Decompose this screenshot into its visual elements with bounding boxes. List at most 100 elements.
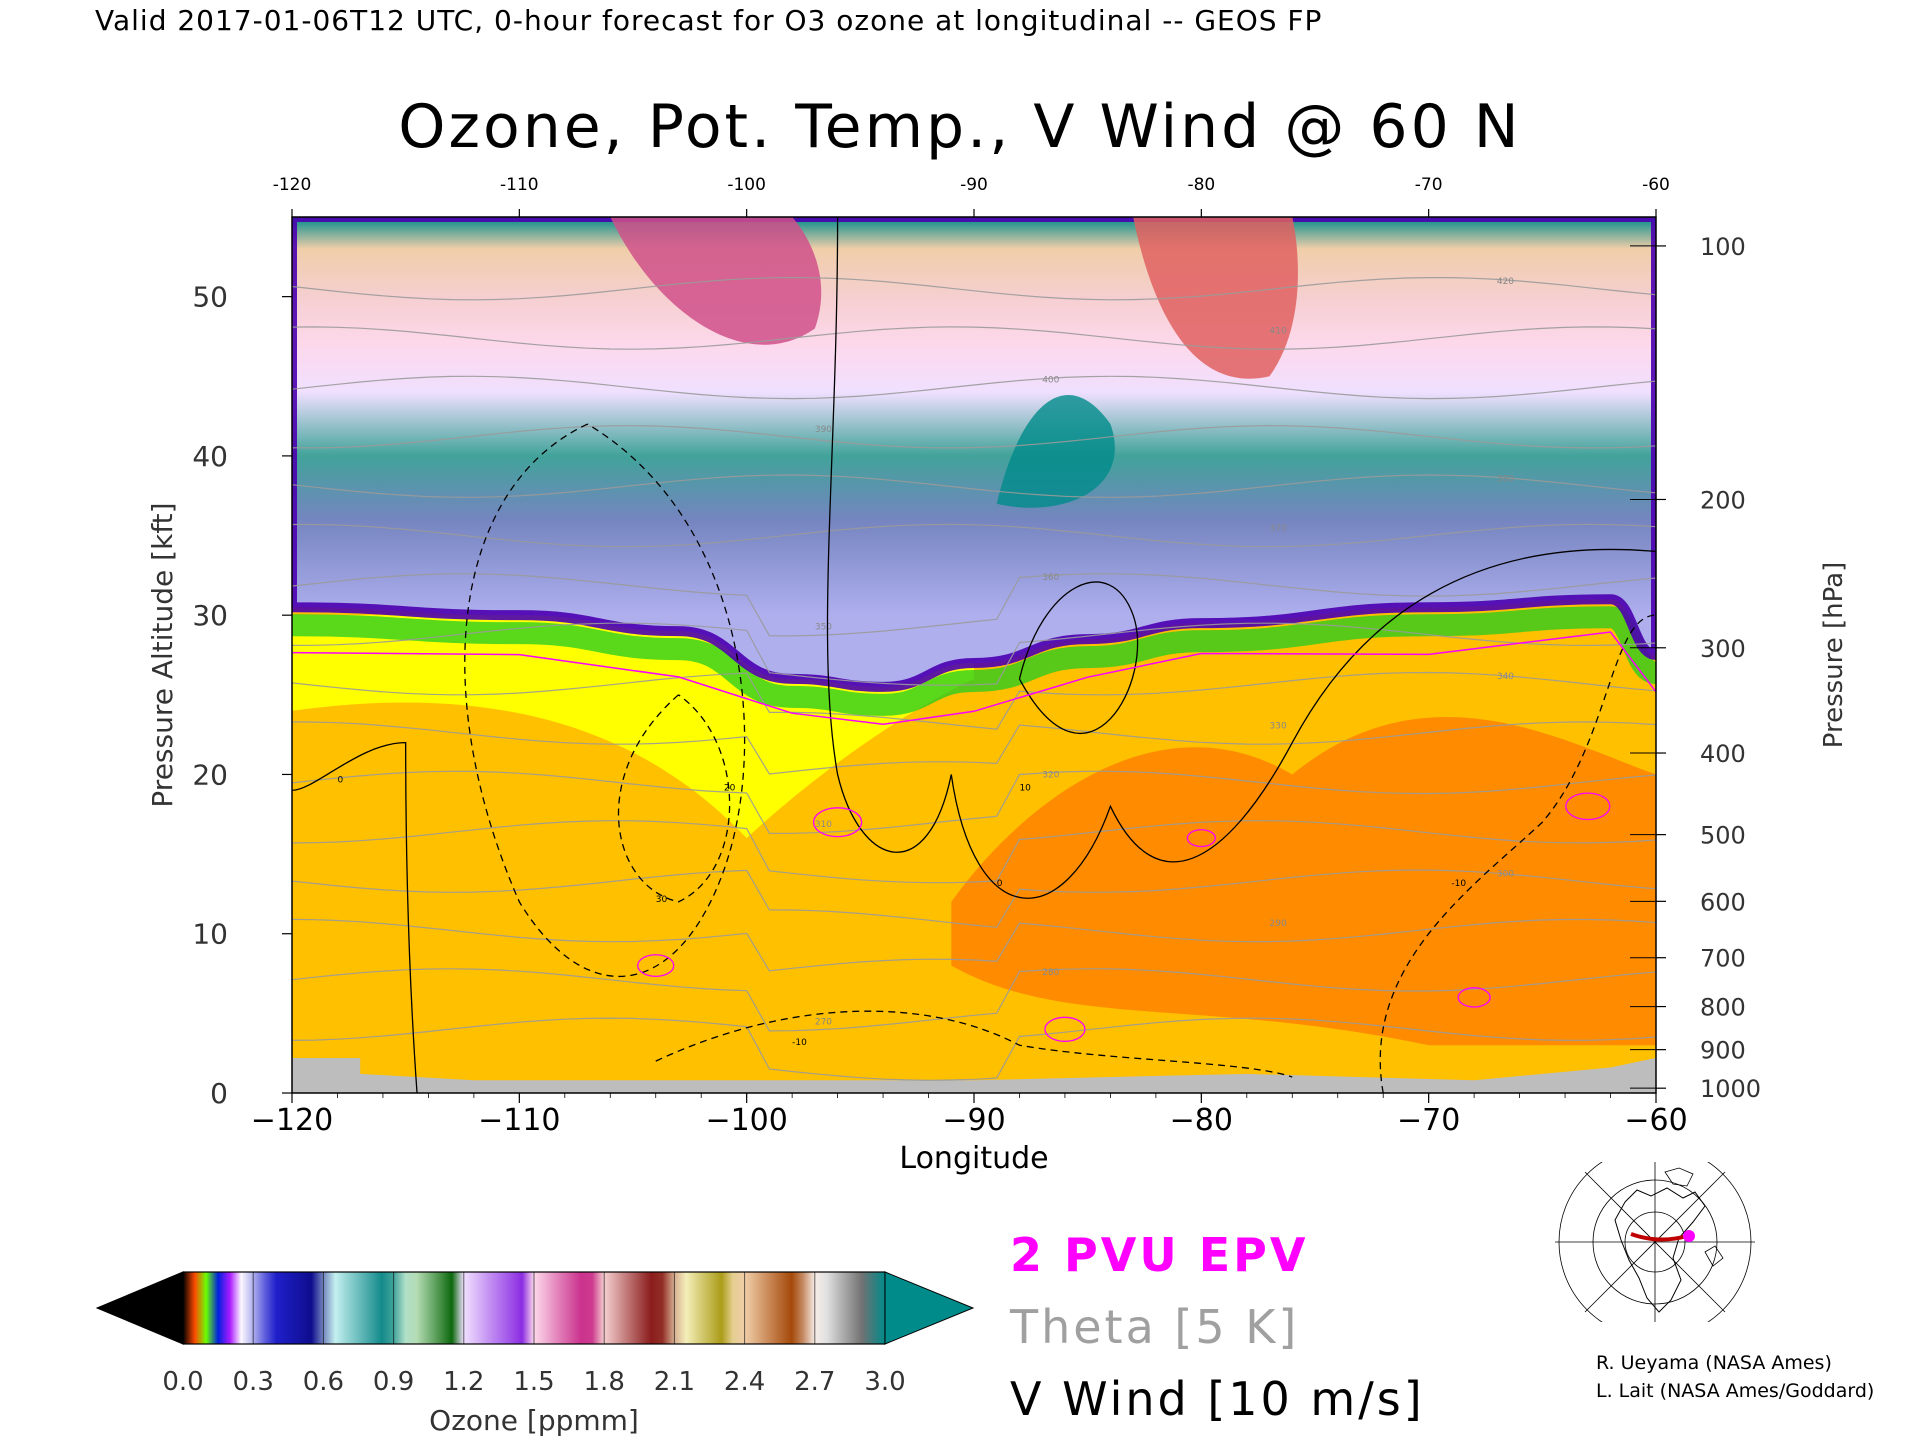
pressure-tick-label: 200 — [1700, 486, 1746, 514]
theta-contour-label: 280 — [1042, 968, 1059, 978]
top-tick-label: -90 — [960, 175, 988, 195]
terrain — [292, 1057, 1656, 1093]
legend-wind-label: V Wind [10 m/s] — [1010, 1372, 1425, 1426]
tropopause-green-ribbon — [292, 606, 1656, 716]
x-tick-label: −120 — [251, 1103, 333, 1138]
theta-contour-label: 300 — [1497, 869, 1514, 879]
locator-map — [1555, 1162, 1755, 1322]
x-tick-label: −100 — [705, 1103, 787, 1138]
teal-intrusion — [996, 395, 1115, 508]
colorbar-tick-label: 2.4 — [724, 1367, 765, 1397]
colorbar-tick-label: 0.3 — [233, 1367, 274, 1397]
x-tick-label: −70 — [1397, 1103, 1460, 1138]
top-tick-label: -100 — [727, 175, 766, 195]
pressure-tick-label: 900 — [1700, 1037, 1746, 1065]
theta-contour — [292, 770, 1656, 834]
colorbar-tick-label: 1.8 — [584, 1367, 625, 1397]
theta-contour-label: 350 — [815, 623, 832, 633]
epv-blob — [1044, 1016, 1086, 1042]
y-tick-label: 20 — [192, 758, 228, 791]
epv-2pvu-contour — [292, 631, 1656, 726]
high-ozone-pocket-east — [1133, 217, 1298, 379]
pressure-tick-label: 300 — [1700, 635, 1746, 663]
theta-contour — [292, 375, 1656, 400]
legend-epv-label: 2 PVU EPV — [1010, 1228, 1309, 1282]
v-wind-contour — [655, 1010, 1293, 1078]
theta-contour-label: 330 — [1270, 721, 1287, 731]
colorbar-tick-label: 3.0 — [864, 1367, 905, 1397]
theta-contour-label: 320 — [1042, 771, 1059, 781]
colorbar-tick-label: 2.1 — [654, 1367, 695, 1397]
x-axis-label: Longitude — [899, 1141, 1048, 1176]
v-wind-contour — [1379, 614, 1656, 1093]
colorbar-tick-label: 2.7 — [794, 1367, 835, 1397]
colorbar-label: Ozone [ppmm] — [429, 1404, 639, 1437]
pressure-axis-label: Pressure [hPa] — [1819, 562, 1849, 749]
theta-contour-label: 420 — [1497, 277, 1514, 287]
pressure-tick-label: 400 — [1700, 740, 1746, 768]
theta-contour-label: 400 — [1042, 376, 1059, 386]
theta-contour-label: 310 — [815, 820, 832, 830]
y-tick-label: 40 — [192, 440, 228, 473]
epv-blob — [1186, 829, 1216, 848]
legend-theta: Theta [5 K] — [1010, 1300, 1299, 1354]
pressure-tick-label: 500 — [1700, 822, 1746, 850]
v-wind-contour-label: -10 — [792, 1038, 807, 1048]
header-text: Valid 2017-01-06T12 UTC, 0-hour forecast… — [95, 4, 1323, 37]
top-tick-label: -70 — [1415, 175, 1443, 195]
y-tick-label: 0 — [210, 1077, 228, 1110]
theta-contour — [292, 869, 1656, 928]
theta-contour — [292, 721, 1656, 775]
low-ozone-region — [951, 717, 1656, 1046]
v-wind-contour-label: 10 — [1019, 783, 1031, 793]
theta-contour — [292, 276, 1656, 301]
theta-contour — [292, 1017, 1656, 1081]
theta-contour-label: 380 — [1497, 474, 1514, 484]
top-tick-label: -60 — [1642, 175, 1670, 195]
colorbar-high-triangle — [884, 1271, 975, 1345]
tropopause-violet-ribbon — [292, 217, 1656, 692]
colorbar-tick-label: 1.5 — [513, 1367, 554, 1397]
theta-contour-label: 360 — [1042, 573, 1059, 583]
credit-line-2: L. Lait (NASA Ames/Goddard) — [1596, 1380, 1875, 1402]
legend-epv: 2 PVU EPV — [1010, 1228, 1308, 1282]
theta-contour-label: 340 — [1497, 672, 1514, 682]
epv-blob — [812, 807, 863, 838]
theta-contour — [292, 622, 1656, 686]
theta-contour — [292, 968, 1656, 1032]
legend-wind: V Wind [10 m/s] — [1010, 1372, 1425, 1426]
credit-line-1: R. Ueyama (NASA Ames) — [1596, 1352, 1832, 1374]
theta-contour — [292, 671, 1656, 730]
theta-contour-label: 290 — [1270, 919, 1287, 929]
tropopause-yellow-band — [292, 615, 974, 839]
v-wind-contour — [826, 217, 1656, 899]
colorbar-tick-label: 0.6 — [303, 1367, 344, 1397]
y-tick-label: 50 — [192, 281, 228, 314]
x-tick-label: −110 — [478, 1103, 560, 1138]
v-wind-contour-label: 20 — [724, 783, 736, 793]
v-wind-contour — [617, 694, 731, 903]
epv-blob — [1565, 792, 1611, 821]
y-tick-label: 30 — [192, 599, 228, 632]
theta-contour-label: 270 — [815, 1018, 832, 1028]
colorbar-low-triangle — [95, 1271, 184, 1345]
pressure-tick-label: 800 — [1700, 994, 1746, 1022]
legend-theta-label: Theta [5 K] — [1010, 1300, 1300, 1354]
v-wind-contour — [292, 741, 418, 1093]
colorbar-tick-label: 0.0 — [162, 1367, 203, 1397]
theta-contour — [292, 918, 1656, 972]
pressure-tick-label: 700 — [1700, 945, 1746, 973]
v-wind-contour-label: 0 — [997, 879, 1003, 889]
colorbar-tick-label: 1.2 — [443, 1367, 484, 1397]
v-wind-contour — [464, 423, 746, 977]
y-tick-label: 10 — [192, 918, 228, 951]
top-tick-label: -110 — [500, 175, 539, 195]
colorbar-tick-label: 0.9 — [373, 1367, 414, 1397]
pressure-tick-label: 100 — [1700, 233, 1746, 261]
colorbar — [182, 1271, 886, 1345]
v-wind-contour-label: 30 — [656, 895, 668, 905]
x-tick-label: −60 — [1624, 1103, 1687, 1138]
theta-contour — [292, 820, 1656, 884]
pressure-tick-label: 600 — [1700, 888, 1746, 916]
x-tick-label: −80 — [1170, 1103, 1233, 1138]
